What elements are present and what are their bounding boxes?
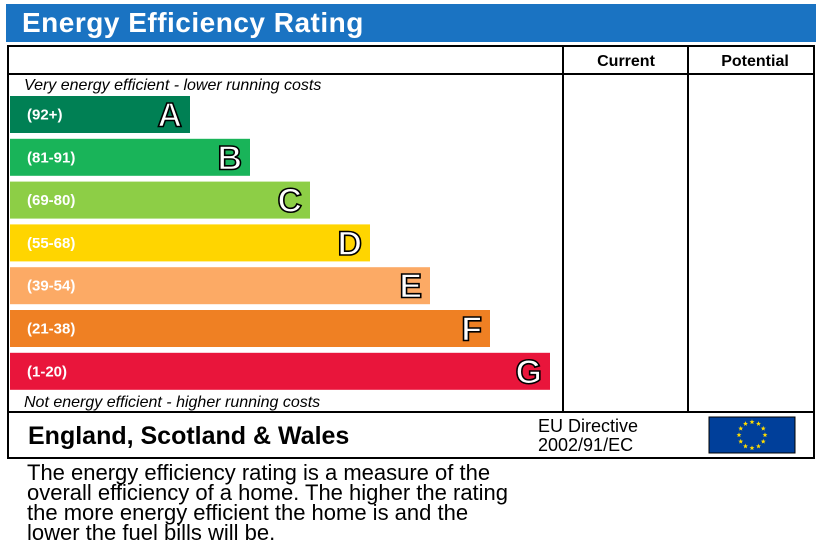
rating-bar-a [10,96,190,133]
region-label: England, Scotland & Wales [28,422,349,450]
rating-range-b: (81-91) [27,149,75,166]
chart-title: Energy Efficiency Rating [22,7,364,38]
directive-line-1: EU Directive [538,416,638,436]
eu-star-icon [743,421,748,426]
rating-bars: (92+) A (81-91) B (69-80) C (55-68) D (39-54) E (2… [10,96,550,392]
rating-letter-c: C [277,182,302,220]
top-note: Very energy efficient - lower running co… [24,77,321,94]
rating-range-f: (21-38) [27,321,75,338]
rating-bar-f [10,310,490,347]
current-header: Current [597,53,655,70]
rating-range-d: (55-68) [27,235,75,252]
rating-letter-f: F [461,311,482,349]
eu-star-icon [762,432,768,438]
eu-star-icon [736,432,742,438]
rating-bar-g [10,352,550,390]
rating-range-c: (69-80) [27,192,75,209]
eu-star-icon [760,438,766,444]
eu-star-icon [756,421,761,426]
eu-star-icon [749,445,755,451]
potential-header: Potential [721,53,789,70]
rating-range-g: (1-20) [27,363,67,380]
rating-bar-e [10,267,430,305]
eu-star-icon [756,443,761,449]
directive-line-2: 2002/91/EC [538,435,633,455]
rating-letter-e: E [399,268,422,306]
eu-star-icon [738,438,744,444]
title-bar: Energy Efficiency Rating [6,4,816,42]
rating-letter-a: A [157,97,182,135]
rating-bar-b [10,138,250,176]
eu-star-icon [749,419,755,425]
eu-star-icon [738,425,744,431]
rating-letter-b: B [217,139,242,177]
rating-range-a: (92+) [27,107,62,124]
rating-bar-c [10,181,310,219]
eu-star-icon [760,425,766,431]
eu-flag-icon [708,416,796,454]
eu-star-icon [743,443,748,449]
rating-letter-g: G [516,353,542,391]
rating-range-e: (39-54) [27,278,75,295]
rating-bar-d [10,224,370,262]
epc-chart: Current Potential Very energy efficient … [7,45,815,459]
chart-frame [7,45,815,459]
bottom-note: Not energy efficient - higher running co… [24,394,320,411]
rating-letter-d: D [337,225,362,263]
caption-text: The energy efficiency rating is a measur… [27,460,509,545]
